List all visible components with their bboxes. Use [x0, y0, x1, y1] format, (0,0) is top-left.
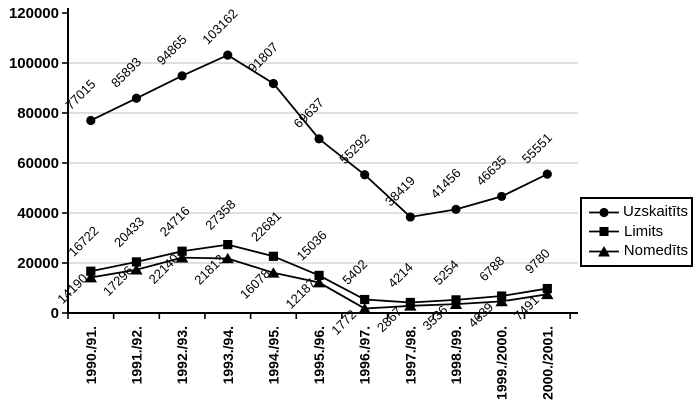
x-axis-label: 1993./94.: [220, 326, 236, 384]
x-axis-label: 1990./91.: [83, 326, 99, 384]
square-marker: [177, 246, 187, 256]
triangle-marker: [404, 300, 417, 311]
chart-legend: Uzskaitīts Limits Nomedīts: [580, 197, 693, 267]
circle-marker: [223, 50, 233, 60]
circle-marker: [451, 204, 461, 214]
triangle-marker: [541, 288, 554, 300]
square-marker: [268, 251, 278, 261]
triangle-marker: [358, 302, 371, 314]
circle-marker: [268, 78, 278, 89]
triangle-marker: [84, 271, 97, 283]
legend-item-nomedits: Nomedīts: [588, 242, 688, 260]
triangle-marker: [175, 252, 189, 263]
y-axis-tick-label: 0: [51, 305, 59, 322]
circle-marker: [360, 170, 370, 180]
triangle-marker: [312, 276, 326, 288]
square-marker: [223, 240, 233, 250]
circle-marker-icon: [589, 207, 619, 217]
y-axis-tick-label: 100000: [9, 55, 59, 72]
x-axis-label: 1991./92.: [128, 326, 144, 384]
y-axis-tick-label: 120000: [9, 5, 59, 22]
x-axis-label: 1998./99.: [448, 326, 464, 384]
triangle-marker: [130, 264, 143, 275]
square-marker-icon: [589, 227, 619, 237]
x-axis-label: 1999./2000.: [494, 326, 510, 400]
triangle-marker: [221, 252, 234, 264]
x-axis-label: 1992./93.: [174, 326, 190, 384]
x-axis-label: 1996./97.: [357, 326, 373, 384]
circle-marker: [497, 191, 507, 202]
square-marker: [131, 257, 142, 267]
circle-marker: [86, 115, 96, 126]
legend-label-limits: Limits: [624, 222, 664, 240]
square-marker: [542, 283, 552, 294]
circle-marker: [542, 169, 552, 179]
x-axis-label: 2000./2001.: [539, 326, 555, 400]
y-axis-tick-label: 20000: [17, 255, 59, 272]
triangle-marker-icon: [589, 245, 619, 257]
circle-marker: [177, 71, 187, 81]
x-axis-label: 1997./98.: [402, 326, 418, 384]
circle-marker: [314, 134, 324, 144]
y-axis-tick-label: 60000: [17, 155, 59, 172]
legend-label-nomedits: Nomedīts: [623, 242, 688, 259]
legend-item-uzskaitits: Uzskaitīts: [588, 203, 688, 221]
square-marker: [360, 294, 370, 305]
triangle-marker: [495, 295, 508, 307]
x-axis-label: 1994./95.: [265, 326, 281, 384]
y-axis-tick-label: 80000: [17, 105, 59, 122]
square-marker: [86, 266, 96, 276]
legend-item-limits: Limits: [588, 222, 688, 241]
circle-marker: [405, 212, 415, 222]
x-axis-label: 1995./96.: [311, 326, 327, 384]
legend-label-uzskaitits: Uzskaitīts: [622, 203, 688, 220]
y-axis-tick-label: 40000: [17, 205, 59, 222]
square-marker: [314, 270, 324, 281]
triangle-marker: [267, 267, 280, 278]
triangle-marker: [449, 298, 463, 309]
circle-marker: [131, 93, 142, 103]
